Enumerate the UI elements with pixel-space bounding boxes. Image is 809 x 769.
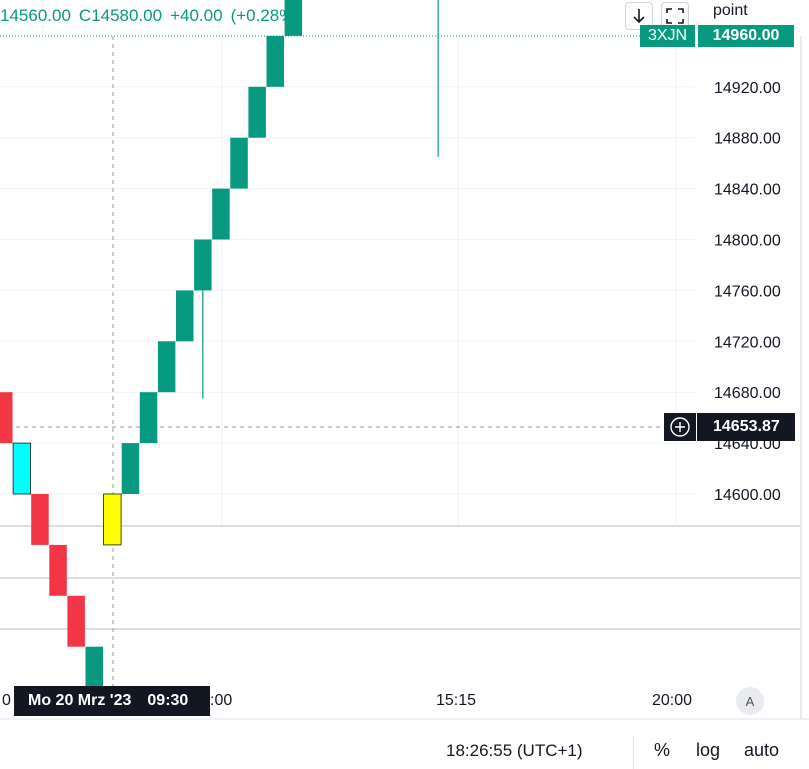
plus-circle-icon[interactable]: [664, 413, 696, 441]
crosshair-time: 09:30: [147, 692, 189, 709]
arrow-down-icon: [633, 9, 645, 24]
price-tick-label: 14920.00: [714, 80, 781, 97]
price-tick-label: 14760.00: [714, 283, 781, 300]
renko-brick: [212, 188, 230, 240]
ohlc-legend: 14560.00 C14580.00 +40.00 (+0.28%): [0, 6, 308, 26]
renko-brick: [139, 392, 158, 444]
bottom-toolbar: 18:26:55 (UTC+1) % log auto: [0, 736, 809, 769]
time-label-1: :00: [210, 692, 233, 709]
price-tick-label: 14600.00: [714, 487, 781, 504]
percent-toggle[interactable]: %: [654, 740, 671, 760]
legend-close-label: C: [78, 6, 92, 25]
price-tick-label: 14840.00: [714, 182, 781, 199]
grid-lines: [0, 35, 809, 720]
renko-brick: [284, 0, 303, 36]
renko-brick: [0, 392, 13, 444]
log-toggle[interactable]: log: [696, 740, 721, 760]
renko-brick: [157, 341, 176, 393]
legend-open: 14560.00: [0, 6, 71, 25]
price-tick-label: 14800.00: [714, 233, 781, 250]
price-tick-label: 14720.00: [714, 334, 781, 351]
time-label-2: 15:15: [436, 692, 477, 709]
renko-brick: [49, 544, 67, 596]
price-tick-label: 14680.00: [714, 385, 781, 402]
time-label-3: 20:00: [652, 692, 693, 709]
crosshair-date: Mo 20 Mrz '23: [28, 692, 132, 709]
renko-brick: [31, 494, 49, 545]
renko-brick: [121, 443, 140, 494]
scroll-to-latest-button[interactable]: [625, 2, 653, 30]
crosshair-time-label: Mo 20 Mrz '23 09:30: [14, 686, 210, 716]
renko-brick: [230, 137, 248, 189]
price-scale-unit: point: [713, 2, 748, 19]
renko-brick: [85, 646, 103, 698]
legend-close: 14580.00: [91, 6, 163, 25]
auto-toggle[interactable]: auto: [744, 740, 780, 760]
time-label-0: 0: [2, 692, 11, 709]
bottom-separator: [633, 736, 634, 769]
crosshair-price-label: 14653.87: [697, 413, 795, 441]
symbol-tag: 3XJN: [640, 25, 695, 47]
renko-brick: [67, 595, 85, 647]
brick-wicks: [202, 0, 439, 399]
renko-brick: [248, 86, 266, 138]
renko-brick: [266, 35, 284, 87]
chart-canvas[interactable]: 14600.0014640.0014680.0014720.0014760.00…: [0, 0, 809, 736]
price-tick-label: 14880.00: [714, 131, 781, 148]
fullscreen-icon: [666, 8, 684, 24]
legend-change-pct: (+0.28%): [230, 6, 301, 25]
renko-brick: [176, 290, 194, 342]
clock-timezone[interactable]: 18:26:55 (UTC+1): [446, 741, 583, 760]
renko-brick: [103, 493, 122, 546]
renko-brick: [12, 442, 32, 495]
legend-change: +40.00: [170, 6, 223, 25]
last-price-tag: 14960.00: [698, 25, 794, 47]
renko-bricks: [0, 0, 303, 698]
renko-brick: [194, 239, 212, 291]
auto-scale-button[interactable]: A: [736, 687, 764, 715]
